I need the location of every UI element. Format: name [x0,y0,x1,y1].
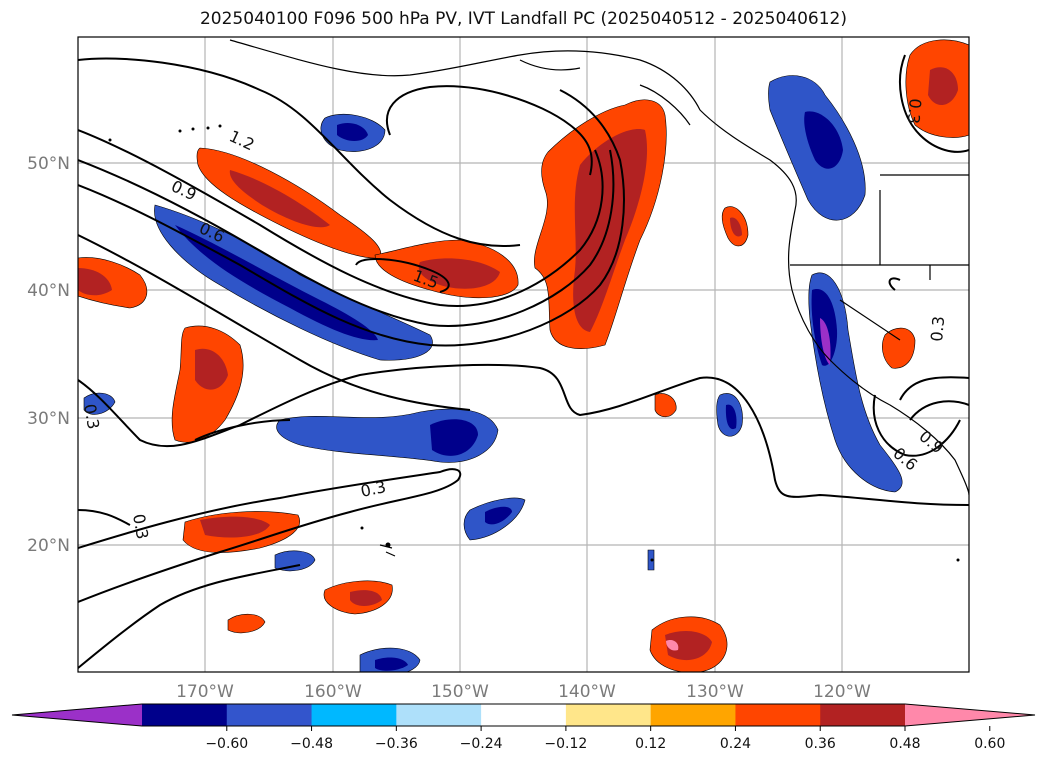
negative-anomaly-areas [83,75,903,672]
map-title: 2025040100 F096 500 hPa PV, IVT Landfall… [199,9,847,29]
colorbar-extension-high [905,704,1035,726]
pv-contours [78,54,969,669]
lon-axis: 170°W 160°W 150°W 140°W 130°W 120°W [176,682,871,702]
colorbar-segment [311,704,397,726]
lon-tick-label: 120°W [813,682,871,702]
lat-tick-label: 20°N [27,536,70,556]
colorbar-tick-label: 0.36 [805,736,836,752]
colorbar-tick-label: 0.24 [720,736,751,752]
colorbar-tick-label: −0.12 [544,736,587,752]
colorbar-segment [820,704,906,726]
lat-tick-label: 50°N [27,154,70,174]
contour-label: 0.3 [359,477,388,501]
colorbar-tick-label: 0.60 [974,736,1005,752]
colorbar-tick-label: −0.24 [460,736,503,752]
positive-anomaly-areas [78,39,969,672]
lat-tick-label: 40°N [27,281,70,301]
colorbar-tick-label: −0.36 [375,736,418,752]
colorbar-segment [650,704,736,726]
colorbar: −0.60 −0.48 −0.36 −0.24 −0.12 0.12 0.24 0.36 0.4… [11,703,1036,752]
map-border [77,36,970,673]
colorbar-segment [226,704,313,726]
colorbar-segment [735,704,821,726]
contour-label: 0.3 [927,315,948,342]
colorbar-segment [481,704,567,726]
contour-label: 0.3 [80,402,103,430]
contour-label: 0.3 [129,512,152,540]
colorbar-extension-low [12,704,142,726]
colorbar-segment [396,704,482,726]
colorbar-tick-label: 0.48 [889,736,920,752]
lon-tick-label: 130°W [686,682,744,702]
contour-label: 0.3 [904,98,925,125]
colorbar-tick-label: −0.60 [205,736,248,752]
lon-tick-label: 140°W [558,682,616,702]
colorbar-segment [565,704,652,726]
colorbar-tick-label: 0.12 [635,736,666,752]
coastlines [229,39,969,557]
colorbar-segment [142,704,228,726]
islands [108,124,960,562]
lat-axis: 50°N 40°N 30°N 20°N [27,154,70,556]
lon-tick-label: 150°W [431,682,489,702]
colorbar-outline [11,703,1036,727]
lon-tick-label: 160°W [304,682,362,702]
colorbar-tick-label: −0.48 [290,736,333,752]
lat-tick-label: 30°N [27,409,70,429]
lon-tick-label: 170°W [176,682,234,702]
